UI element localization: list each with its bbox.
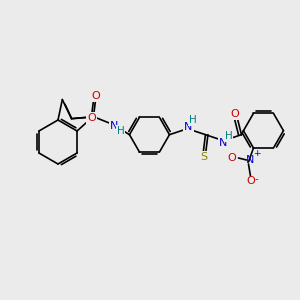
Text: H: H (189, 115, 196, 125)
Text: O: O (87, 113, 96, 123)
Text: N: N (219, 138, 228, 148)
Text: S: S (200, 152, 207, 162)
Text: +: + (253, 149, 260, 158)
Text: N: N (110, 121, 119, 131)
Text: H: H (225, 131, 232, 141)
Text: N: N (184, 122, 193, 132)
Text: H: H (117, 126, 124, 136)
Text: O: O (230, 109, 239, 119)
Text: O: O (227, 153, 236, 163)
Text: O: O (246, 176, 255, 186)
Text: N: N (246, 155, 255, 165)
Text: O: O (91, 91, 100, 101)
Text: -: - (255, 174, 258, 184)
